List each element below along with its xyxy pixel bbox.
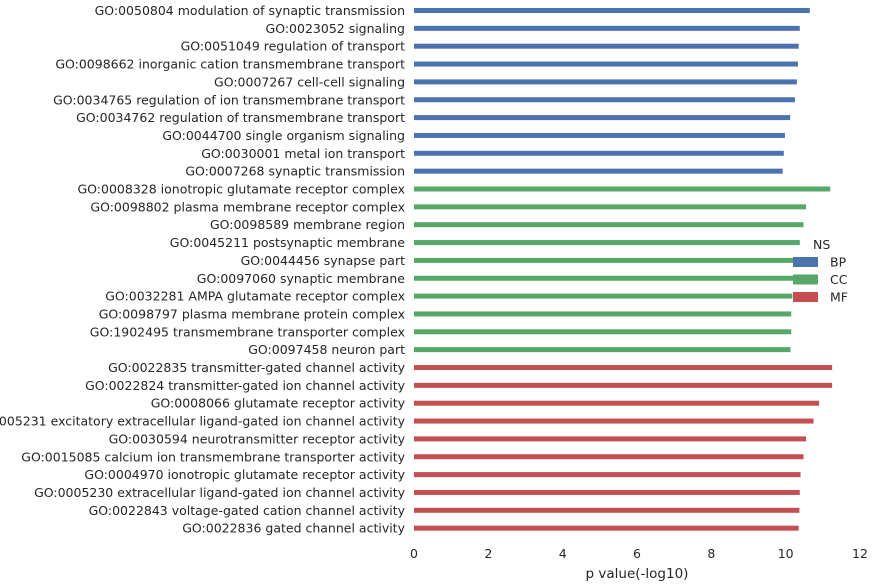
legend-swatch-cc <box>793 274 818 285</box>
bar-mf <box>414 382 833 388</box>
bar-bp <box>414 79 797 85</box>
category-label: GO:0030001 metal ion transport <box>201 146 405 161</box>
category-label: GO:0022824 transmitter-gated ion channel… <box>85 378 406 393</box>
bar-mf <box>414 489 800 495</box>
x-axis-ticks: 0 2 4 6 8 10 12 <box>410 546 868 561</box>
bar-cc <box>414 257 797 263</box>
legend-label-mf: MF <box>830 290 848 305</box>
category-label: GO:0098802 plasma membrane receptor comp… <box>90 199 405 214</box>
category-label: GO:0022835 transmitter-gated channel act… <box>108 360 405 375</box>
bar-bp <box>414 97 795 103</box>
bar-mf <box>414 525 799 531</box>
category-label: GO:0004970 ionotropic glutamate receptor… <box>84 467 405 482</box>
category-label: GO:0044456 synapse part <box>241 253 405 268</box>
category-label: GO:0022836 gated channel activity <box>182 521 405 536</box>
bar-cc <box>414 204 807 210</box>
x-tick-label: 4 <box>559 546 567 561</box>
category-label: GO:0005230 extracellular ligand-gated io… <box>34 485 406 500</box>
bar-bp <box>414 150 784 156</box>
bar-bp <box>414 25 800 31</box>
bar-mf <box>414 365 833 370</box>
category-label: GO:0045211 postsynaptic membrane <box>170 235 406 250</box>
bar-cc <box>414 186 831 192</box>
x-tick-label: 10 <box>778 546 794 561</box>
bar-cc <box>414 240 800 246</box>
x-tick-label: 2 <box>484 546 492 561</box>
bar-cc <box>414 293 793 299</box>
bar-bp <box>414 43 799 49</box>
category-label: GO:0015085 calcium ion transmembrane tra… <box>21 449 405 464</box>
x-tick-label: 6 <box>633 546 641 561</box>
legend-title: NS <box>813 237 830 252</box>
bar-mf <box>414 400 820 406</box>
category-label: GO:0034765 regulation of ion transmembra… <box>53 92 405 107</box>
bar-cc <box>414 311 792 317</box>
bar-mf <box>414 472 801 478</box>
category-label: GO:0044700 single organism signaling <box>162 128 405 143</box>
legend: NS BP CC MF <box>793 237 848 305</box>
category-label: GO:0023052 signaling <box>266 21 405 36</box>
x-tick-label: 12 <box>852 546 868 561</box>
bar-mf <box>414 507 800 513</box>
category-label: GO:0007267 cell-cell signaling <box>214 74 405 89</box>
category-label: GO:0034762 regulation of transmembrane t… <box>76 110 405 125</box>
bar-cc <box>414 222 804 228</box>
bar-cc <box>414 275 794 281</box>
bar-mf <box>414 418 814 424</box>
category-label: GO:0005231 excitatory extracellular liga… <box>0 414 406 429</box>
category-label: GO:0022843 voltage-gated cation channel … <box>89 503 406 518</box>
x-tick-label: 8 <box>707 546 715 561</box>
legend-swatch-bp <box>793 257 818 267</box>
category-label: GO:0030594 neurotransmitter receptor act… <box>109 431 406 446</box>
legend-swatch-mf <box>793 292 818 302</box>
category-label: GO:0050804 modulation of synaptic transm… <box>95 3 405 18</box>
bar-bp <box>414 61 798 67</box>
category-label: GO:0098797 plasma membrane protein compl… <box>99 306 405 321</box>
legend-label-bp: BP <box>830 255 847 270</box>
bar-bp <box>414 132 785 138</box>
bars-layer <box>414 8 833 531</box>
category-label: GO:0007268 synaptic transmission <box>185 164 405 179</box>
category-label: GO:0008066 glutamate receptor activity <box>151 396 406 411</box>
category-label: GO:0098662 inorganic cation transmembran… <box>55 57 405 72</box>
category-label: GO:0051049 regulation of transport <box>181 39 406 54</box>
x-axis-label: p value(-log10) <box>586 566 689 582</box>
bar-mf <box>414 436 807 442</box>
bar-cc <box>414 347 791 353</box>
category-label: GO:0032281 AMPA glutamate receptor compl… <box>105 289 405 304</box>
x-tick-label: 0 <box>410 546 418 561</box>
bar-bp <box>414 115 791 121</box>
bar-mf <box>414 454 804 460</box>
category-label: GO:0008328 ionotropic glutamate receptor… <box>78 182 406 197</box>
bar-bp <box>414 8 810 13</box>
bar-bp <box>414 168 783 174</box>
category-labels: GO:0050804 modulation of synaptic transm… <box>0 3 406 536</box>
category-label: GO:1902495 transmembrane transporter com… <box>90 324 405 339</box>
category-label: GO:0098589 membrane region <box>210 217 405 232</box>
category-label: GO:0097458 neuron part <box>248 342 405 357</box>
legend-label-cc: CC <box>830 272 848 287</box>
category-label: GO:0097060 synaptic membrane <box>197 271 406 286</box>
bar-cc <box>414 329 792 335</box>
